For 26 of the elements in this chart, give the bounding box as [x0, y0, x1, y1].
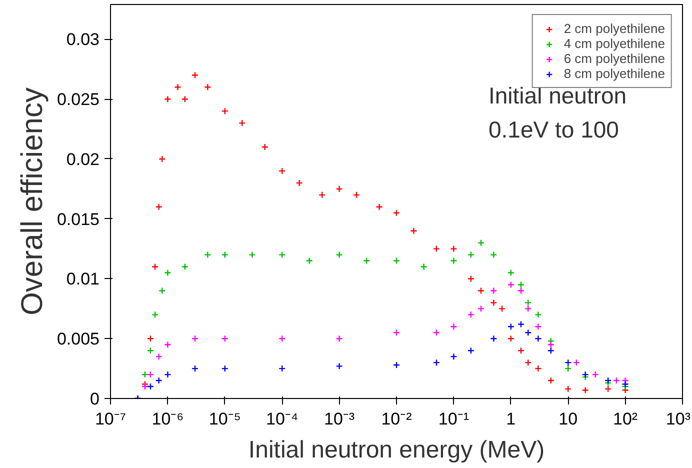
x-tick-label: 10⁻⁵: [208, 410, 241, 428]
y-tick-label: 0: [90, 390, 100, 408]
x-tick-label: 10⁻²: [381, 410, 412, 428]
annotation: Initial neutron: [488, 82, 627, 108]
x-tick-label: 10³: [666, 410, 691, 428]
y-tick-label: 0.01: [66, 270, 100, 289]
y-tick-label: 0.025: [56, 90, 100, 110]
x-tick-label: 1: [506, 410, 516, 428]
y-tick-label: 0.03: [66, 30, 100, 50]
legend-label: 2 cm polyethilene: [564, 21, 665, 36]
x-axis-title: Initial neutron energy (MeV): [248, 436, 545, 464]
y-tick-label: 0.005: [56, 330, 100, 349]
legend-label: 4 cm polyethilene: [564, 36, 665, 51]
y-axis-title: Overall efficiency: [16, 88, 49, 316]
y-tick-label: 0.02: [66, 150, 100, 169]
x-tick-label: 10²: [613, 410, 638, 428]
y-tick-label: 0.015: [56, 210, 100, 229]
legend-label: 6 cm polyethilene: [564, 51, 665, 66]
x-tick-label: 10⁻¹: [438, 410, 470, 428]
x-tick-label: 10: [558, 410, 578, 428]
x-tick-label: 10⁻⁴: [266, 410, 298, 428]
x-tick-label: 10⁻⁶: [152, 410, 184, 428]
legend-label: 8 cm polyethilene: [564, 66, 665, 81]
x-tick-label: 10⁻⁷: [94, 410, 126, 428]
x-tick-label: 10⁻³: [324, 410, 355, 428]
annotation: 0.1eV to 100: [488, 116, 619, 142]
